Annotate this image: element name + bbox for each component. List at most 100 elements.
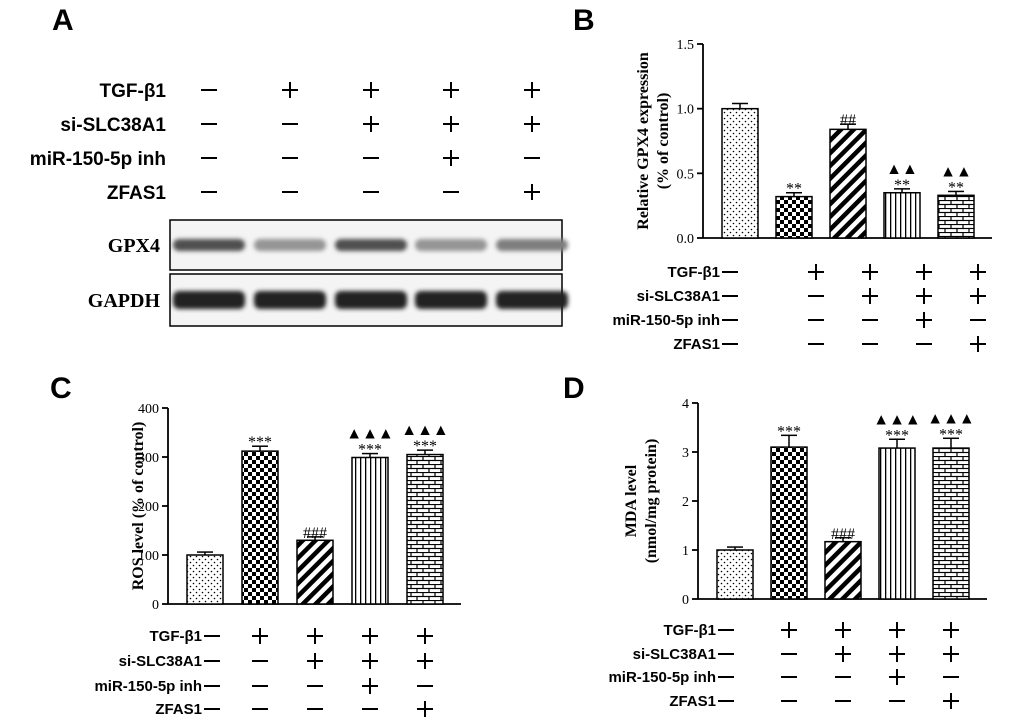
condition-sign [943,693,959,709]
condition-sign [362,628,378,644]
condition-sign [889,646,905,662]
y-tick-label: 1.5 [677,38,695,53]
panel-label-c: C [50,372,72,405]
condition-sign [307,653,323,669]
condition-sign [889,622,905,638]
bar [824,540,862,600]
y-tick-label: 300 [138,451,159,466]
condition-sign [943,646,959,662]
condition-label: TGF-β1 [150,628,203,645]
bar [937,194,975,239]
condition-sign [362,678,378,694]
panel-label-b: B [573,4,595,37]
condition-label: ZFAS1 [155,701,202,718]
blot-band [415,239,487,251]
y-tick-label: 200 [138,500,159,515]
blot-band [173,291,245,309]
panel-d-chart: 0 1 2 3 4 MDA level (nmol/mg protein) *** ### ***… [608,397,987,710]
bar [716,549,754,600]
condition-sign-a [363,82,379,98]
significance-label: ▲▲ [940,163,972,180]
panel-label-a: A [52,4,74,37]
condition-label: si-SLC38A1 [119,653,202,670]
blot-band [415,291,487,309]
bar [932,447,970,600]
y-tick-label: 1 [682,544,689,559]
y-tick-label: 0 [152,598,159,613]
condition-label: TGF-β1 [664,622,717,639]
y-tick-label: 3 [682,446,689,461]
significance-label: ▲▲ [886,161,918,178]
condition-sign [862,288,878,304]
significance-label: *** [248,434,272,451]
significance-label: *** [777,423,801,440]
bar [351,456,389,605]
panel-label-d: D [563,372,585,405]
condition-sign-a [524,82,540,98]
blot-label: GAPDH [88,290,161,312]
condition-label: miR-150-5p inh [608,669,716,686]
condition-sign [417,701,433,717]
bar [241,450,279,605]
condition-sign [970,288,986,304]
condition-sign [362,653,378,669]
significance-label: ** [894,177,910,194]
condition-sign [835,646,851,662]
condition-sign-a [443,150,459,166]
condition-sign [307,628,323,644]
condition-sign [916,312,932,328]
condition-sign [808,264,824,280]
significance-label: ▲▲▲ [401,422,449,439]
panel-a: TGF-β1 si-SLC38A1 miR-150-5p inh ZFAS1 GPX4 G… [30,81,568,327]
condition-label: si-SLC38A1 [637,288,720,305]
significance-label: ## [840,112,856,129]
condition-label: ZFAS1 [673,336,720,353]
condition-label-a: miR-150-5p inh [30,149,166,170]
condition-sign [889,669,905,685]
blot-band [496,291,568,309]
condition-label-a: TGF-β1 [100,81,167,102]
condition-sign [916,288,932,304]
y-tick-label: 0.5 [677,167,695,182]
blot-label: GPX4 [108,235,160,257]
y-tick-label: 4 [682,397,689,412]
y-axis-label: Relative GPX4 expression (% of control) [635,52,672,230]
y-tick-label: 100 [138,549,159,564]
significance-label: ** [786,181,802,198]
blot-band [335,239,407,251]
significance-label: ### [831,526,855,543]
condition-sign [417,628,433,644]
bar [721,107,759,239]
condition-sign-a [363,116,379,132]
condition-label: si-SLC38A1 [633,646,716,663]
y-tick-label: 2 [682,495,689,510]
panel-c-chart: 0 100 200 300 400 ROS level (% of control) ***… [94,402,461,718]
y-axis-label: ROS level (% of control) [130,422,147,591]
bar [883,191,921,239]
bar [770,446,808,600]
condition-label-a: ZFAS1 [107,183,167,204]
condition-sign [916,264,932,280]
bar [186,554,224,605]
significance-label: *** [358,442,382,459]
condition-label: miR-150-5p inh [94,678,202,695]
blot-band [254,291,326,309]
significance-label: *** [939,426,963,443]
condition-sign [970,264,986,280]
condition-sign [835,622,851,638]
condition-sign-a [443,82,459,98]
condition-label: TGF-β1 [668,264,721,281]
condition-label: miR-150-5p inh [612,312,720,329]
condition-sign [417,653,433,669]
panel-b-chart: 0.0 0.5 1.0 1.5 Relative GPX4 expression (% o… [612,38,992,353]
y-tick-label: 400 [138,402,159,417]
bar [406,453,444,605]
condition-sign [781,622,797,638]
condition-sign-a [524,116,540,132]
significance-label: ▲▲▲ [927,410,975,427]
y-tick-label: 0 [682,593,689,608]
condition-sign [970,336,986,352]
blot-band [496,239,568,251]
significance-label: ▲▲▲ [346,426,394,443]
